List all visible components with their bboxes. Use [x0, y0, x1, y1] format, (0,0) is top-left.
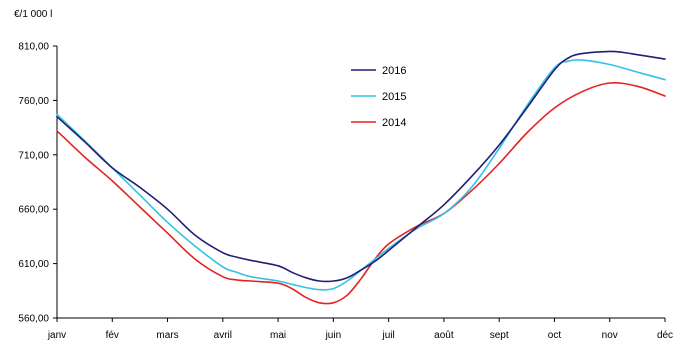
- x-tick-label: août: [434, 330, 454, 341]
- legend: 2016 2015 2014: [351, 65, 406, 129]
- x-tick-label: avril: [214, 330, 232, 341]
- x-tick-label: sept: [490, 330, 509, 341]
- y-tick-label: 760,00: [18, 96, 49, 107]
- y-tick-label: 710,00: [18, 150, 49, 161]
- y-tick-label: 660,00: [18, 205, 49, 216]
- x-tick-label: fév: [106, 330, 119, 341]
- series-line-2015: [56, 59, 666, 291]
- x-tick-label: juil: [382, 330, 395, 341]
- series-line-2014: [56, 81, 666, 305]
- series-lines: [56, 50, 666, 305]
- y-tick-label: 560,00: [18, 314, 49, 325]
- x-tick-label: mai: [270, 330, 286, 341]
- legend-label-2015: 2015: [382, 91, 406, 103]
- y-axis-ticks: 560,00 610,00 660,00 710,00 760,00 810,00: [18, 42, 57, 325]
- series-line-2016: [56, 50, 666, 283]
- legend-label-2016: 2016: [382, 65, 406, 77]
- y-unit-label: €/1 000 l: [14, 9, 52, 20]
- x-tick-label: déc: [657, 330, 673, 341]
- legend-label-2014: 2014: [382, 117, 406, 129]
- x-tick-label: juin: [325, 330, 342, 341]
- x-tick-label: oct: [548, 330, 562, 341]
- x-tick-label: nov: [602, 330, 618, 341]
- x-axis-ticks: janv fév mars avril mai juin juil août sept oct no…: [47, 318, 673, 341]
- y-tick-label: 610,00: [18, 259, 49, 270]
- y-tick-label: 810,00: [18, 42, 49, 53]
- x-tick-label: mars: [156, 330, 178, 341]
- x-tick-label: janv: [47, 330, 66, 341]
